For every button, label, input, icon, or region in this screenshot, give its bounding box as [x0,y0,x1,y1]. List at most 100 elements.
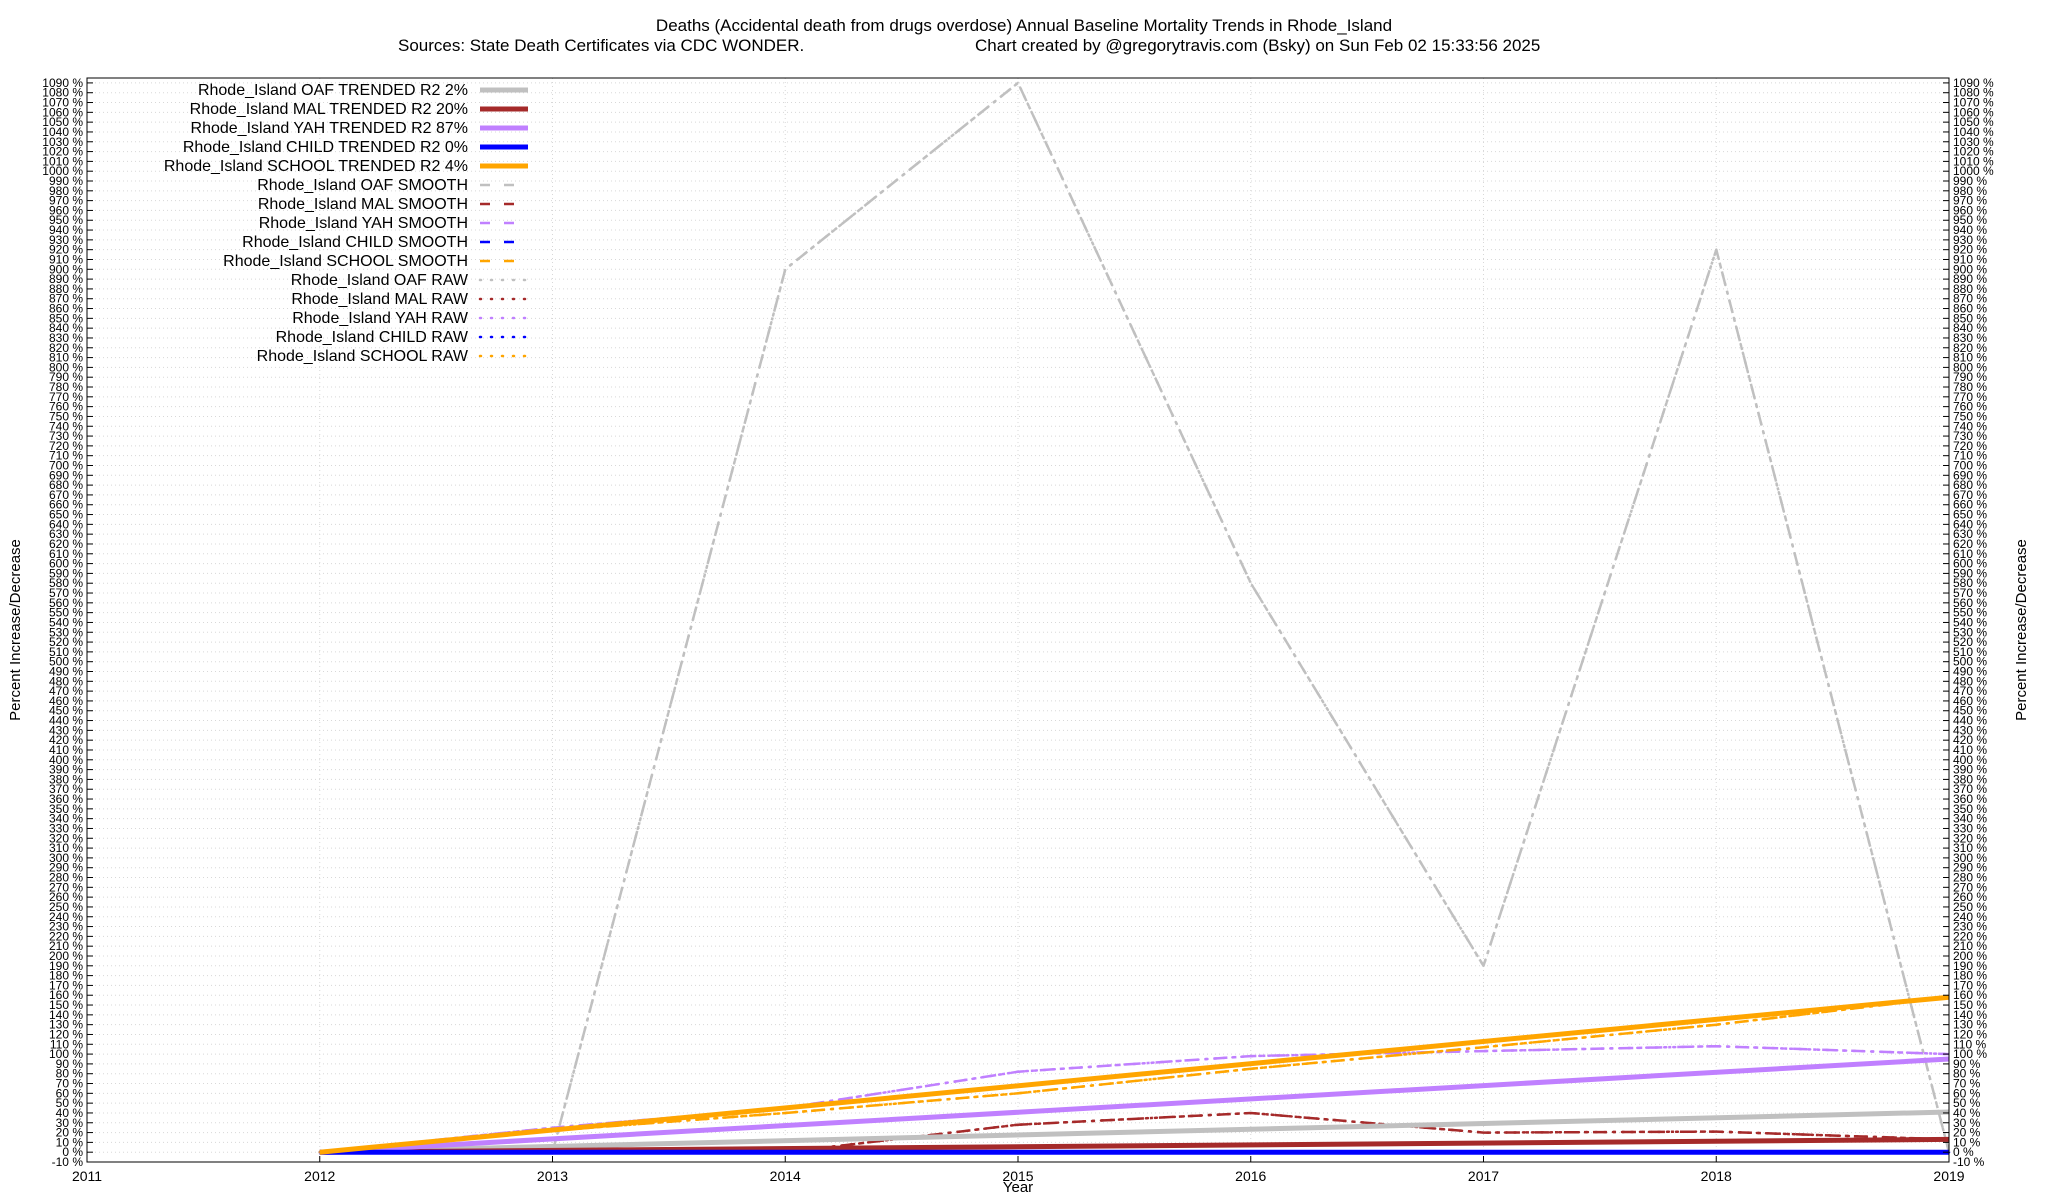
y-tick-label: 10 % [56,1135,84,1149]
y-tick-label: 40 % [56,1106,84,1120]
x-tick-label: 2017 [1468,1168,1499,1184]
y-tick-label: 510 % [49,645,83,659]
chart-credit: Chart created by @gregorytravis.com (Bsk… [975,36,1540,55]
legend-label: Rhode_Island YAH RAW [292,310,469,327]
legend: Rhode_Island OAF TRENDED R2 2% Rhode_Isla… [164,82,530,365]
series-line [319,1056,1950,1155]
y-tick-label: 50 % [1953,1096,1981,1110]
y-tick-label: 500 % [1953,655,1987,669]
y-tick-label: 170 % [49,978,83,992]
y-tick-label: 40 % [1953,1106,1981,1120]
y-tick-label: 140 % [1953,1008,1987,1022]
y-tick-label: 610 % [49,547,83,561]
y-tick-label: 1080 % [1953,86,1994,100]
legend-label: Rhode_Island SCHOOL RAW [257,348,469,365]
y-tick-label: 1050 % [1953,115,1994,129]
y-tick-label: 90 % [1953,1057,1981,1071]
y-tick-label: 1080 % [42,86,83,100]
y-tick-label: 370 % [49,782,83,796]
y-tick-label: 130 % [1953,1018,1987,1032]
y-tick-label: 110 % [50,1037,83,1051]
x-tick-label: 2013 [537,1168,568,1184]
y-tick-label: 420 % [49,733,83,747]
x-tick-label: 2012 [304,1168,335,1184]
series-line [318,81,1951,1154]
y-tick-label: 90 % [56,1057,84,1071]
y-tick-label: 220 % [1953,929,1987,943]
y-tick-label: 240 % [1953,910,1987,924]
y-tick-label: 580 % [1953,576,1987,590]
y-tick-label: 290 % [1953,861,1987,875]
y-tick-label: 480 % [49,674,83,688]
y-tick-label: 340 % [1953,812,1987,826]
y-tick-label: 570 % [49,586,83,600]
y-tick-label: 200 % [1953,949,1987,963]
y-tick-label: 460 % [1953,694,1987,708]
y-tick-label: 970 % [1953,194,1987,208]
y-axis-label-right: Percent Increase/Decrease [2013,539,2030,721]
y-tick-label: 350 % [49,802,83,816]
y-tick-label: 630 % [49,527,83,541]
y-tick-label: 280 % [49,871,83,885]
y-tick-label: 950 % [1953,213,1987,227]
y-tick-label: 710 % [49,449,83,463]
y-tick-label: 180 % [1953,969,1987,983]
y-tick-label: 770 % [1953,390,1987,404]
x-tick-label: 2018 [1701,1168,1732,1184]
y-tick-label: 970 % [49,194,83,208]
y-tick-label: -10 % [52,1155,84,1169]
y-tick-label: 830 % [1953,331,1987,345]
y-tick-label: 780 % [1953,380,1987,394]
y-tick-label: 180 % [49,969,83,983]
y-tick-label: 190 % [49,959,83,973]
y-tick-label: 680 % [49,478,83,492]
y-tick-label: 800 % [49,360,83,374]
y-tick-label: 400 % [49,753,83,767]
y-tick-label: 1040 % [42,125,83,139]
y-tick-label: 820 % [1953,341,1987,355]
y-tick-label: 690 % [1953,468,1987,482]
y-tick-label: 990 % [1953,174,1987,188]
y-tick-label: 1010 % [1953,154,1994,168]
y-tick-label: 1060 % [42,105,83,119]
y-tick-label: 530 % [49,625,83,639]
y-tick-label: 160 % [49,988,83,1002]
y-tick-label: 110 % [1953,1037,1986,1051]
y-tick-label: 500 % [49,655,83,669]
y-tick-label: 210 % [1953,939,1987,953]
y-tick-label: 670 % [1953,488,1987,502]
y-tick-label: 730 % [49,429,83,443]
legend-label: Rhode_Island CHILD TRENDED R2 0% [183,139,468,156]
y-tick-label: 100 % [49,1047,83,1061]
y-tick-label: 220 % [49,929,83,943]
y-tick-label: 550 % [1953,606,1987,620]
legend-label: Rhode_Island MAL RAW [291,291,469,308]
y-tick-label: 120 % [49,1027,83,1041]
y-tick-label: 700 % [49,458,83,472]
y-axis-left-ticks: -10 %0 %10 %20 %30 %40 %50 %60 %70 %80 %… [42,76,93,1169]
y-tick-label: 410 % [1953,743,1987,757]
y-tick-label: 350 % [1953,802,1987,816]
y-tick-label: 520 % [1953,635,1987,649]
y-tick-label: 30 % [1953,1116,1981,1130]
y-tick-label: 870 % [1953,292,1987,306]
x-tick-label: 2015 [1002,1168,1033,1184]
y-tick-label: 1070 % [42,96,83,110]
x-axis-ticks: 2011 2012 2013 2014 2015 2016 2017 2018 2019 [72,1156,1965,1184]
y-tick-label: 340 % [49,812,83,826]
y-tick-label: 900 % [1953,262,1987,276]
y-tick-label: 810 % [1953,351,1987,365]
series-line [319,1109,1950,1155]
y-tick-label: 170 % [1953,978,1987,992]
y-tick-label: 490 % [49,665,83,679]
y-tick-label: 560 % [1953,596,1987,610]
chart-title: Deaths (Accidental death from drugs over… [656,16,1392,35]
y-tick-label: 320 % [1953,831,1987,845]
y-tick-label: 640 % [1953,517,1987,531]
y-tick-label: 190 % [1953,959,1987,973]
y-tick-label: 60 % [56,1086,84,1100]
y-tick-label: 1040 % [1953,125,1994,139]
y-tick-label: 320 % [49,831,83,845]
y-tick-label: 1090 % [1953,76,1994,90]
y-tick-label: 860 % [49,302,83,316]
